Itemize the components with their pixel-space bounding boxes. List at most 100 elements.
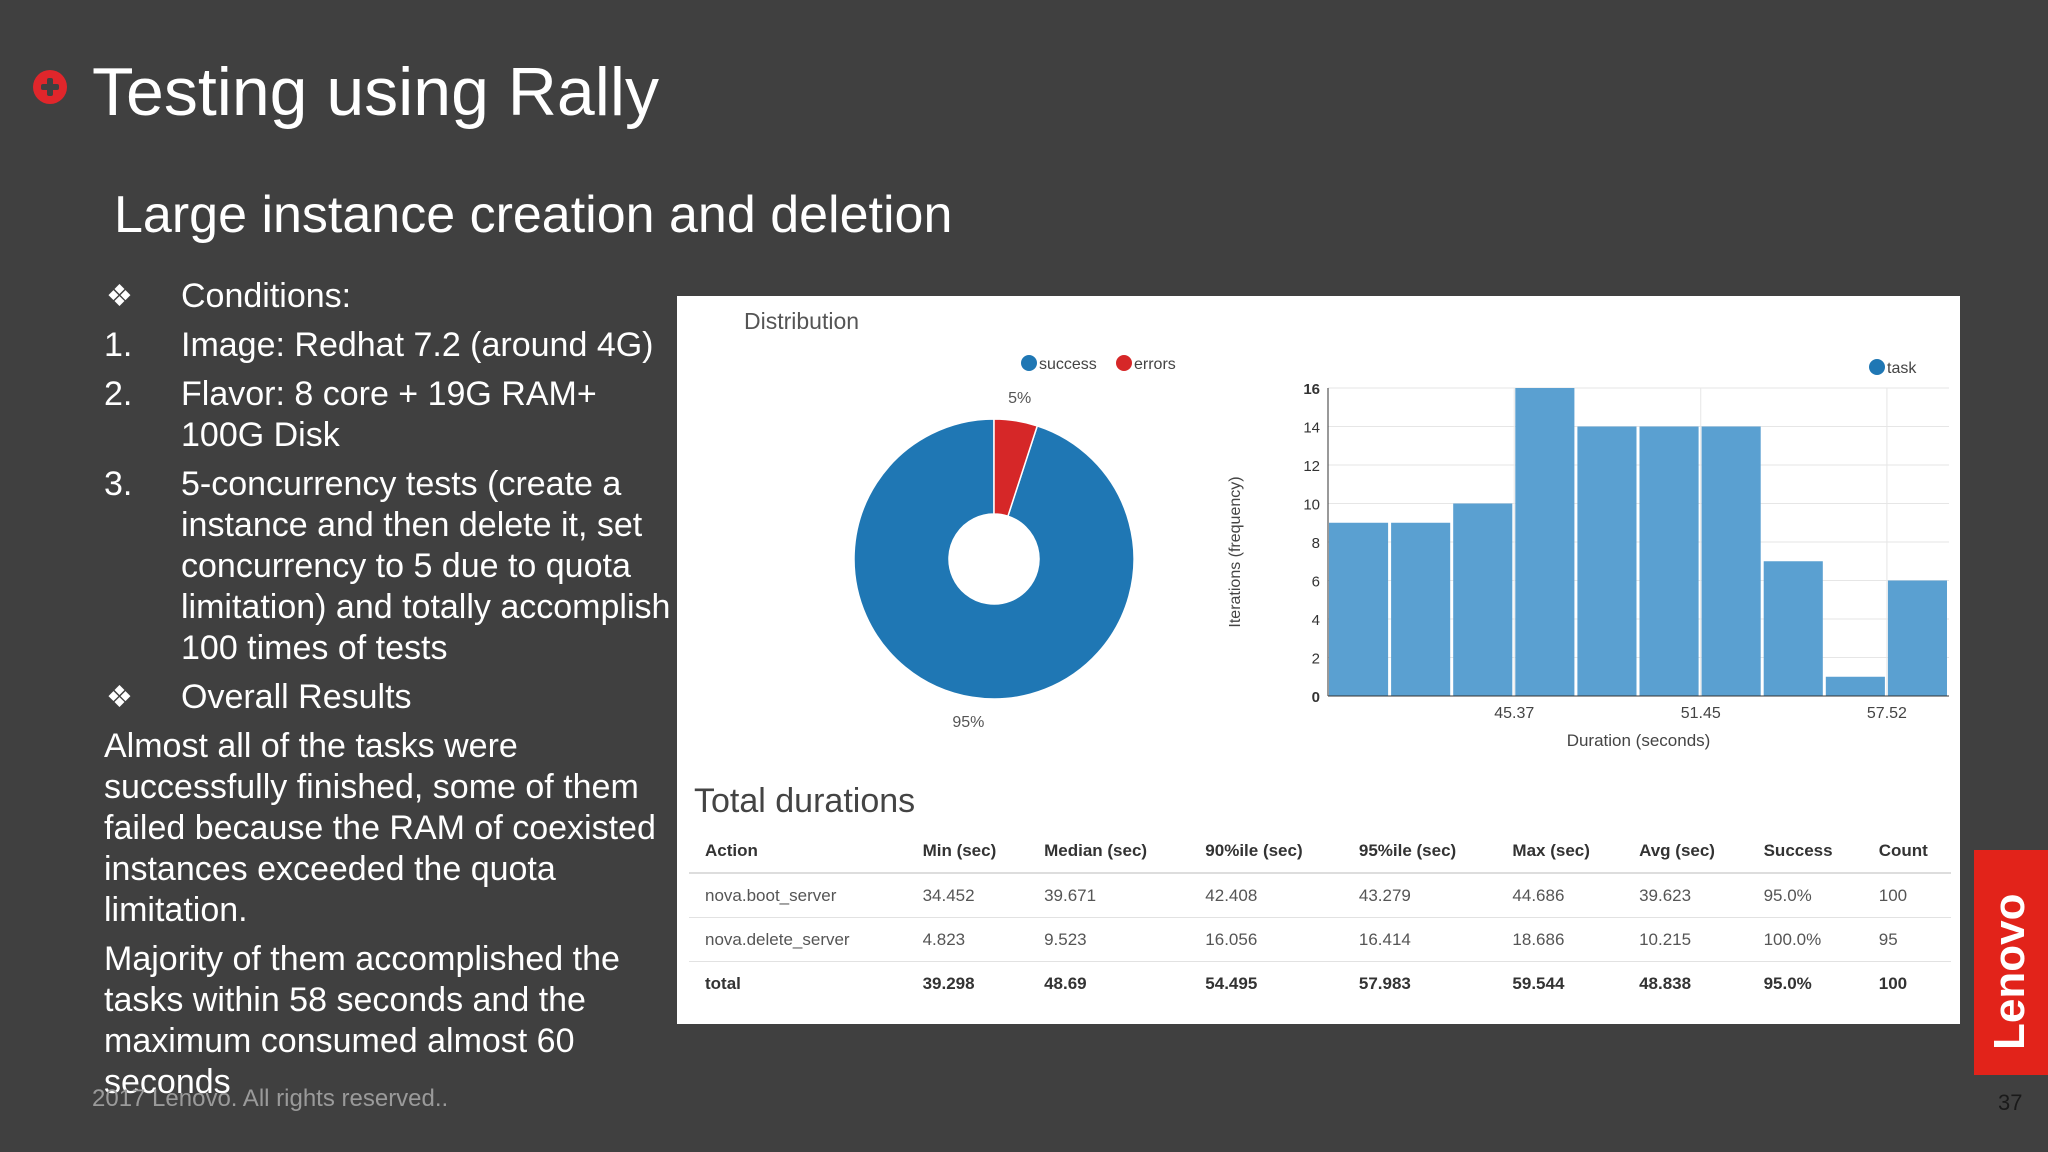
list-item-text: Image: Redhat 7.2 (around 4G) (181, 326, 654, 364)
table-header-row: Action Min (sec) Median (sec) 90%ile (sec) 9… (689, 830, 1951, 874)
histogram-bar (1763, 561, 1823, 696)
pie-label-success: 95% (952, 714, 984, 731)
table-cell: 42.408 (1189, 873, 1343, 918)
x-tick-label: 51.45 (1681, 705, 1721, 722)
table-cell: 95.0% (1763, 973, 1812, 993)
histogram-bar (1825, 676, 1885, 696)
distribution-charts: Distribution 95% 5% success errors 0 2 4 6 8 10 1… (744, 308, 1949, 750)
table-cell: 95 (1862, 917, 1951, 962)
y-axis-label: Iterations (frequency) (1227, 476, 1244, 627)
table-cell: 54.495 (1205, 973, 1258, 993)
table-row: nova.delete_server 4.823 9.523 16.056 16.414… (689, 917, 1951, 962)
list-item-flavor: 2. Flavor: 8 core + 19G RAM+ 100G Disk (104, 374, 684, 456)
bullet-diamond-icon: ❖ (106, 681, 133, 714)
pie-slice-success (853, 418, 1135, 700)
list-item-conditions: ❖ Conditions: (104, 276, 684, 317)
table-cell: 43.279 (1342, 873, 1497, 918)
distribution-title: Distribution (744, 308, 859, 334)
table-cell: 95.0% (1747, 873, 1863, 918)
column-header[interactable]: 95%ile (sec) (1342, 830, 1497, 874)
table-cell: 48.838 (1639, 973, 1692, 993)
pie-slice-errors (993, 418, 1039, 518)
column-header[interactable]: Max (sec) (1496, 830, 1624, 874)
table-row: nova.boot_server 34.452 39.671 42.408 43.279… (689, 873, 1951, 918)
list-item-text: 5-concurrency tests (create a instance a… (181, 465, 671, 667)
column-header[interactable]: Avg (sec) (1623, 830, 1748, 874)
list-number: 1. (104, 326, 133, 364)
table-cell: 39.623 (1623, 873, 1748, 918)
svg-text:Lenovo: Lenovo (1985, 894, 2034, 1050)
table-cell: 16.056 (1189, 917, 1343, 962)
title-bullet-icon (33, 70, 67, 104)
list-item-image: 1. Image: Redhat 7.2 (around 4G) (104, 325, 684, 366)
bullet-diamond-icon: ❖ (106, 280, 133, 313)
list-number: 3. (104, 465, 133, 503)
column-header[interactable]: Count (1862, 830, 1951, 874)
durations-table: Action Min (sec) Median (sec) 90%ile (sec) 9… (689, 830, 1951, 1005)
legend-label-task: task (1887, 360, 1917, 377)
histogram-bar (1887, 580, 1947, 696)
histogram-bar (1515, 388, 1575, 696)
results-panel: Distribution 95% 5% success errors 0 2 4 6 8 10 1… (677, 296, 1960, 1024)
legend-marker-task (1869, 359, 1885, 375)
table-cell: 48.69 (1044, 973, 1087, 993)
table-cell: nova.boot_server (689, 873, 907, 918)
footer-copyright: 2017 Lenovo. All rights reserved.. (92, 1085, 449, 1112)
y-tick-label: 6 (1312, 574, 1320, 591)
slide-subtitle: Large instance creation and deletion (114, 186, 953, 244)
x-tick-label: 57.52 (1867, 705, 1907, 722)
y-tick-label: 14 (1303, 420, 1320, 437)
legend-label-errors: errors (1134, 356, 1176, 373)
x-tick-label: 45.37 (1494, 705, 1534, 722)
column-header[interactable]: Min (sec) (906, 830, 1029, 874)
page-number: 37 (1998, 1090, 2023, 1115)
list-item-concurrency: 3. 5-concurrency tests (create a instanc… (104, 464, 684, 669)
histogram-bar (1639, 426, 1699, 696)
histogram-bar (1329, 522, 1389, 696)
column-header[interactable]: Median (sec) (1028, 830, 1190, 874)
table-cell: nova.delete_server (689, 917, 907, 962)
table-cell: 4.823 (906, 917, 1029, 962)
list-item-text: Flavor: 8 core + 19G RAM+ 100G Disk (181, 375, 597, 454)
slide-title: Testing using Rally (92, 54, 659, 130)
table-cell: 44.686 (1496, 873, 1624, 918)
legend-marker-success (1021, 355, 1037, 371)
table-cell: 57.983 (1358, 973, 1411, 993)
pie-label-errors: 5% (1008, 390, 1031, 407)
y-tick-label: 4 (1312, 612, 1320, 629)
list-item-overall-results: ❖ Overall Results (104, 677, 684, 718)
histogram-bar (1577, 426, 1637, 696)
table-cell: 10.215 (1623, 917, 1748, 962)
list-number: 2. (104, 375, 133, 413)
table-row: total 39.298 48.69 54.495 57.983 59.544 48.838… (689, 962, 1951, 1006)
histogram-bar (1453, 503, 1513, 696)
list-item-text: Overall Results (181, 678, 412, 716)
y-tick-label: 10 (1303, 497, 1320, 514)
y-tick-label: 2 (1312, 651, 1320, 668)
column-header[interactable]: Action (689, 830, 907, 874)
table-cell: 18.686 (1496, 917, 1624, 962)
results-paragraph: Almost all of the tasks were successfull… (104, 727, 656, 929)
table-cell: 39.298 (922, 973, 975, 993)
legend-label-success: success (1039, 356, 1097, 373)
results-paragraph: Majority of them accomplished the tasks … (104, 940, 620, 1101)
conditions-list: ❖ Conditions: 1. Image: Redhat 7.2 (arou… (104, 276, 684, 1111)
list-item-text: Conditions: (181, 277, 352, 315)
table-cell: 16.414 (1342, 917, 1497, 962)
table-cell: 34.452 (906, 873, 1029, 918)
y-tick-label: 0 (1312, 689, 1320, 706)
table-cell: 39.671 (1028, 873, 1190, 918)
lenovo-logo-wordmark: Lenovo (1985, 894, 2034, 1050)
lenovo-logo: Lenovo (1974, 850, 2048, 1075)
y-tick-label: 12 (1303, 458, 1320, 475)
table-cell: 100 (1878, 973, 1908, 993)
table-cell: 9.523 (1028, 917, 1190, 962)
table-cell: 100.0% (1747, 917, 1863, 962)
y-tick-label: 8 (1312, 535, 1320, 552)
column-header[interactable]: Success (1747, 830, 1863, 874)
y-tick-label: 16 (1303, 381, 1320, 398)
legend-marker-errors (1116, 355, 1132, 371)
total-durations-title: Total durations (694, 782, 916, 820)
histogram-bar (1391, 522, 1451, 696)
column-header[interactable]: 90%ile (sec) (1189, 830, 1343, 874)
